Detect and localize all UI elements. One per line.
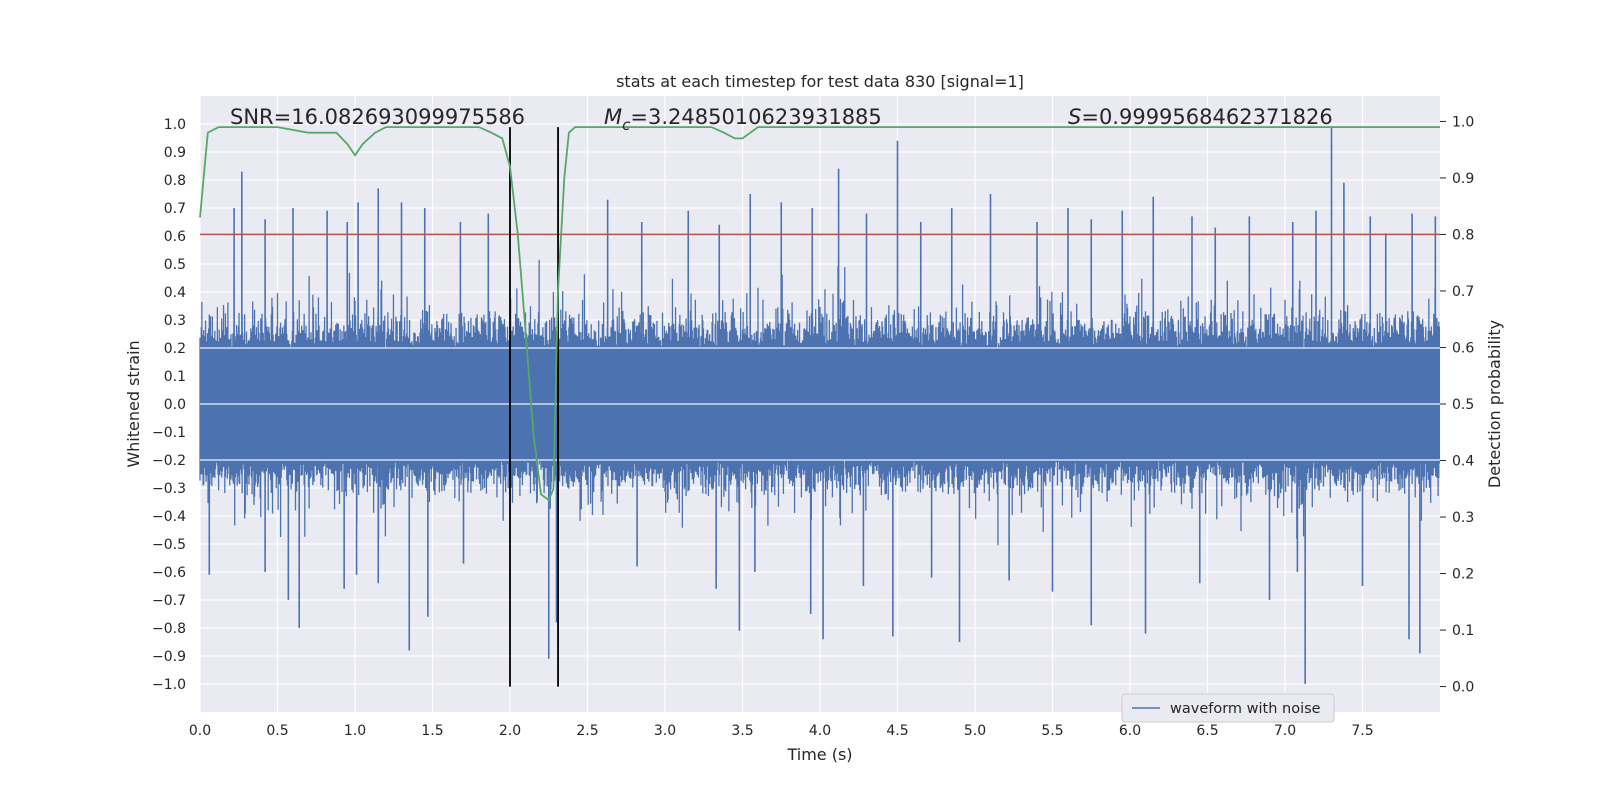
chirp-mass-annotation: Mc=3.2485010623931885 — [604, 105, 882, 134]
x-tick-label: 3.5 — [731, 723, 753, 739]
y-tick-label: −0.1 — [152, 425, 186, 441]
y-tick-label: 0.8 — [164, 173, 186, 189]
waveform-series — [199, 126, 1441, 684]
y-tick-label: −0.7 — [152, 593, 186, 609]
y-tick-label: 0.9 — [164, 145, 186, 161]
y-axis-label: Whitened strain — [124, 340, 143, 467]
y-tick-label: 0.5 — [164, 257, 186, 273]
y-tick-label: 0.2 — [164, 341, 186, 357]
y-tick-label: −0.9 — [152, 649, 186, 665]
y-tick-label: 0.4 — [164, 285, 186, 301]
y2-tick-label: 0.0 — [1452, 680, 1474, 696]
x-tick-label: 0.0 — [189, 723, 211, 739]
x-tick-label: 2.0 — [499, 723, 521, 739]
y-tick-label: 1.0 — [164, 117, 186, 133]
y-tick-label: 0.0 — [164, 397, 186, 413]
x-tick-label: 2.5 — [576, 723, 598, 739]
y2-tick-label: 0.9 — [1452, 171, 1474, 187]
x-tick-label: 4.5 — [886, 723, 908, 739]
y-tick-label: −0.3 — [152, 481, 186, 497]
snr-annotation: SNR=16.082693099975586 — [230, 105, 525, 129]
y2-axis-label: Detection probability — [1485, 320, 1504, 488]
y2-tick-label: 0.8 — [1452, 227, 1474, 243]
chart-title: stats at each timestep for test data 830… — [616, 72, 1024, 91]
y2-tick-label: 1.0 — [1452, 114, 1474, 130]
chirp-mass-symbol: M — [604, 105, 622, 129]
detection-probability-line — [199, 126, 1440, 502]
y-tick-label: −0.6 — [152, 565, 186, 581]
y2-tick-label: 0.6 — [1452, 340, 1474, 356]
x-tick-label: 5.0 — [964, 723, 986, 739]
y2-tick-label: 0.2 — [1452, 567, 1474, 583]
y-tick-label: 0.6 — [164, 229, 186, 245]
y2-tick-label: 0.7 — [1452, 284, 1474, 300]
y2-tick-label: 0.4 — [1452, 454, 1474, 470]
x-tick-label: 6.5 — [1196, 723, 1218, 739]
x-tick-label: 6.0 — [1119, 723, 1141, 739]
x-tick-label: 5.5 — [1041, 723, 1063, 739]
y-tick-label: −0.4 — [152, 509, 186, 525]
y-tick-label: 0.3 — [164, 313, 186, 329]
y2-tick-label: 0.5 — [1452, 397, 1474, 413]
x-tick-label: 0.5 — [266, 723, 288, 739]
score-symbol: S — [1068, 105, 1081, 129]
y-tick-label: −0.2 — [152, 453, 186, 469]
legend-label: waveform with noise — [1170, 701, 1321, 717]
x-axis-ticks: 0.0 0.5 1.0 1.5 2.0 2.5 3.0 3.5 4.0 4.5 5.0 5.5 6.0 6… — [189, 723, 1374, 739]
x-tick-label: 1.0 — [344, 723, 366, 739]
legend: waveform with noise — [1121, 693, 1335, 723]
y-axis-ticks: 1.0 0.9 0.8 0.7 0.6 0.5 0.4 0.3 0.2 0.1 0.0 −0.1 −0.… — [152, 117, 186, 693]
x-axis-label: Time (s) — [786, 745, 852, 764]
chirp-mass-value: =3.2485010623931885 — [630, 105, 881, 129]
score-value: =0.9999568462371826 — [1081, 105, 1332, 129]
y-tick-label: 0.7 — [164, 201, 186, 217]
x-tick-label: 1.5 — [421, 723, 443, 739]
y-tick-label: −0.8 — [152, 621, 186, 637]
x-tick-label: 7.5 — [1351, 723, 1373, 739]
y2-tick-label: 0.3 — [1452, 510, 1474, 526]
chirp-mass-subscript: c — [622, 116, 631, 134]
detection-probability-series — [199, 126, 1440, 502]
score-annotation: S=0.9999568462371826 — [1068, 105, 1333, 129]
y-tick-label: 0.1 — [164, 369, 186, 385]
x-tick-label: 4.0 — [809, 723, 831, 739]
y2-tick-label: 0.1 — [1452, 623, 1474, 639]
y-tick-label: −1.0 — [152, 677, 186, 693]
y2-axis-ticks: 1.0 0.9 0.8 0.7 0.6 0.5 0.4 0.3 0.2 0.1 0.0 — [1440, 114, 1474, 696]
event-lines — [509, 127, 559, 687]
x-tick-label: 7.0 — [1274, 723, 1296, 739]
legend-box — [1121, 693, 1335, 723]
y-tick-label: −0.5 — [152, 537, 186, 553]
x-tick-label: 3.0 — [654, 723, 676, 739]
